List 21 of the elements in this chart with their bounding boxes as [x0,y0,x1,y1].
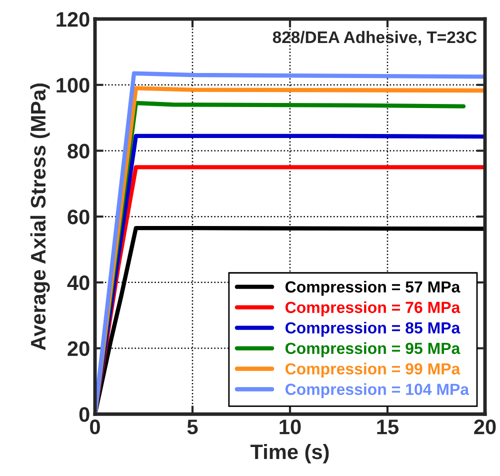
x-tick-label: 5 [187,420,198,434]
legend-label: Compression = 95 MPa [285,342,460,358]
y-axis-title: Average Axial Stress (MPa) [30,83,50,350]
y-tick-label: 40 [67,275,90,290]
x-tick-label: 10 [280,420,301,434]
x-axis-title: Time (s) [250,444,329,464]
x-tick-label: 15 [377,420,399,434]
legend-label: Compression = 57 MPa [285,280,460,296]
y-tick-label: 20 [68,341,90,356]
y-tick-label: 80 [68,144,90,158]
legend-label: Compression = 99 MPa [285,362,460,378]
y-tick-label: 60 [68,210,90,224]
x-tick-label: 20 [474,420,496,434]
legend-label: Compression = 76 MPa [285,301,460,316]
annotation: 828/DEA Adhesive, T=23C [272,30,477,46]
x-tick-label: 0 [90,420,100,434]
y-tick-label: 100 [56,78,90,93]
legend-label: Compression = 104 MPa [285,383,470,398]
y-tick-label: 0 [79,407,90,422]
legend-label: Compression = 85 MPa [285,322,460,337]
y-tick-label: 120 [56,12,90,27]
